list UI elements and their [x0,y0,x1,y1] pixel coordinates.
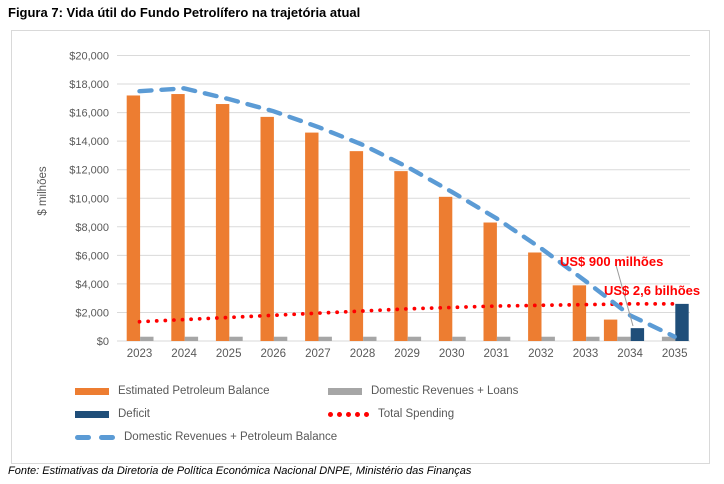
svg-text:2027: 2027 [305,348,331,360]
bar-estimated-petroleum-balance-2027 [305,132,319,341]
svg-text:2032: 2032 [528,348,554,360]
svg-text:$20,000: $20,000 [69,51,109,63]
orange-bar-swatch-icon [75,387,109,395]
bar-estimated-petroleum-balance-2025 [215,104,230,341]
plot-svg: $0 $2,000 $4,000 $6,000 $8,000 $10,000 $12,000… [69,51,690,360]
svg-text:2029: 2029 [394,348,420,360]
bar-domestic-revenues-loans-2023 [140,336,154,341]
legend-item-domestic-revenues-petroleum-balance: Domestic Revenues + Petroleum Balance [75,431,518,443]
svg-text:2024: 2024 [171,348,197,360]
bar-domestic-revenues-loans-2026 [273,336,288,341]
figure-title: Figura 7: Vida útil do Fundo Petrolífero… [8,5,361,20]
bar-domestic-revenues-loans-2030 [452,336,466,341]
svg-text:$2,000: $2,000 [75,307,109,319]
bar-domestic-revenues-loans-2031 [496,336,511,341]
line-total-spending [137,302,677,324]
y-axis-title: $ milhões [37,166,49,216]
chart-area: $0 $2,000 $4,000 $6,000 $8,000 $10,000 $12,000… [11,30,710,464]
svg-text:$0: $0 [97,336,109,348]
bar-estimated-petroleum-balance-2031 [483,222,497,341]
svg-text:$14,000: $14,000 [69,136,109,148]
svg-text:$4,000: $4,000 [75,279,109,291]
bar-deficit-2035 [675,303,689,341]
bar-domestic-revenues-loans-2034 [617,336,631,341]
bar-domestic-revenues-loans-2032 [541,336,555,341]
bar-domestic-revenues-loans-2035 [661,336,676,341]
gray-bar-swatch-icon [328,387,362,395]
source-note: Fonte: Estimativas da Diretoria de Polít… [8,465,472,477]
bar-estimated-petroleum-balance-2032 [528,252,542,341]
bar-estimated-petroleum-balance-2024 [171,94,185,341]
svg-text:2026: 2026 [261,348,287,360]
svg-text:$8,000: $8,000 [75,222,109,234]
annotation-us26-bilhoes: US$ 2,6 bilhões [604,283,701,298]
bar-deficit-2034 [630,328,645,341]
navy-bar-swatch-icon [75,410,109,418]
legend-label: Deficit [118,408,150,420]
svg-text:2034: 2034 [617,348,643,360]
line-domestic-revenues-petroleum-balance [137,86,677,339]
svg-text:$18,000: $18,000 [69,79,109,91]
red-dotted-line-swatch-icon [328,411,369,417]
svg-text:2025: 2025 [216,348,242,360]
blue-dashed-line-swatch-icon [75,434,115,440]
svg-text:2031: 2031 [484,348,510,360]
svg-text:2035: 2035 [662,348,688,360]
legend-label: Total Spending [378,408,455,420]
svg-text:2028: 2028 [350,348,376,360]
bar-domestic-revenues-loans-2033 [586,336,600,341]
svg-text:$12,000: $12,000 [69,165,109,177]
bar-estimated-petroleum-balance-2030 [438,196,453,341]
bar-domestic-revenues-loans-2029 [407,336,422,341]
svg-text:$16,000: $16,000 [69,108,109,120]
legend-item-deficit: Deficit [75,408,328,420]
legend: Estimated Petroleum Balance Domestic Rev… [75,385,518,443]
svg-text:$10,000: $10,000 [69,193,109,205]
legend-item-total-spending: Total Spending [328,408,518,420]
bar-estimated-petroleum-balance-2033 [572,285,587,341]
legend-label: Domestic Revenues + Loans [371,385,519,397]
bar-estimated-petroleum-balance-2029 [394,171,408,341]
bar-domestic-revenues-loans-2025 [229,336,243,341]
legend-label: Estimated Petroleum Balance [118,385,270,397]
svg-text:2030: 2030 [439,348,465,360]
svg-text:$6,000: $6,000 [75,250,109,262]
bar-domestic-revenues-loans-2027 [318,336,332,341]
bar-estimated-petroleum-balance-2034 [603,319,618,341]
bar-domestic-revenues-loans-2028 [363,336,377,341]
legend-item-estimated-petroleum-balance: Estimated Petroleum Balance [75,385,328,397]
annotation-connector-line [615,264,634,327]
annotation-us900-milhoes: US$ 900 milhões [560,254,664,269]
svg-text:2033: 2033 [573,348,599,360]
legend-item-domestic-revenues-loans: Domestic Revenues + Loans [328,385,518,397]
bar-estimated-petroleum-balance-2026 [260,116,274,341]
bar-domestic-revenues-loans-2024 [184,336,199,341]
legend-label: Domestic Revenues + Petroleum Balance [124,431,338,443]
bar-estimated-petroleum-balance-2023 [126,95,141,341]
svg-text:2023: 2023 [127,348,153,360]
bar-estimated-petroleum-balance-2028 [349,151,364,341]
